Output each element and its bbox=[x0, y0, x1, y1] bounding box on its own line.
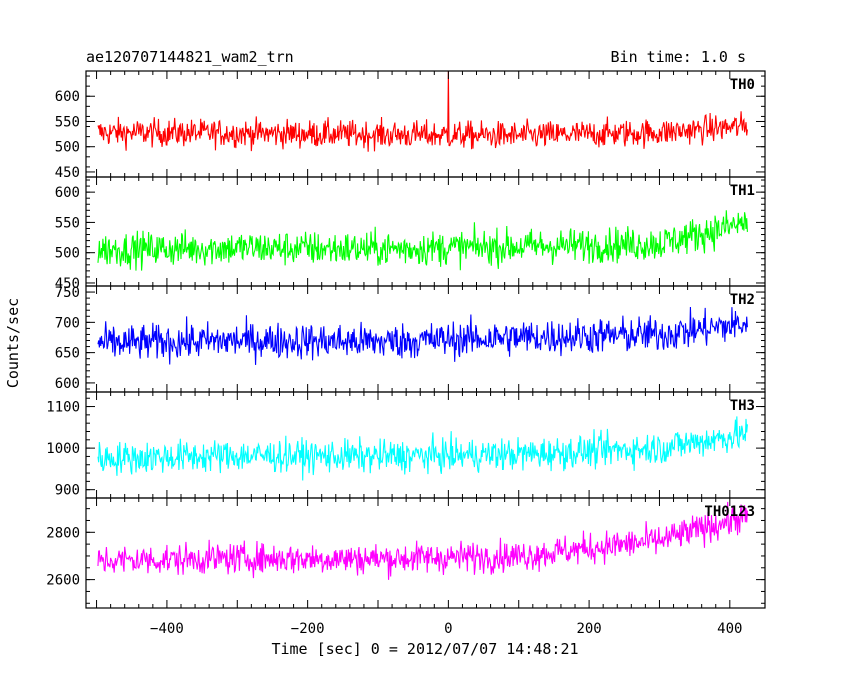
y-tick-label: 1000 bbox=[46, 441, 80, 457]
panel-frame bbox=[85, 497, 766, 609]
y-tick-label: 500 bbox=[55, 140, 80, 156]
y-tick-label: 450 bbox=[55, 165, 80, 181]
y-tick-label: 700 bbox=[55, 315, 80, 331]
panel-stack: 450 500 550 600 TH0 450 500 550 600 TH1 600 650 700 7… bbox=[46, 70, 766, 609]
y-tick-label: 1100 bbox=[46, 400, 80, 416]
panel-th2: 600 650 700 750 TH2 bbox=[55, 285, 766, 393]
panel-th0123: 2600 2800 TH0123 bbox=[46, 497, 766, 609]
y-tick-label: 650 bbox=[55, 346, 80, 362]
y-tick-label: 2600 bbox=[46, 573, 80, 589]
y-tick-label: 600 bbox=[55, 185, 80, 201]
panel-label: TH2 bbox=[730, 292, 755, 308]
series-th1-line bbox=[97, 210, 748, 271]
series-th3-line bbox=[97, 416, 748, 481]
x-tick-label: −200 bbox=[291, 621, 325, 637]
panel-th3: 900 1000 1100 TH3 bbox=[46, 391, 766, 499]
x-tick-label: 200 bbox=[576, 621, 601, 637]
chart-title: ae120707144821_wam2_trn bbox=[86, 48, 294, 66]
y-axis-label: Counts/sec bbox=[4, 298, 22, 388]
y-tick-label: 500 bbox=[55, 246, 80, 262]
y-tick-label: 600 bbox=[55, 89, 80, 105]
x-tick-label: 400 bbox=[717, 621, 742, 637]
panel-frame bbox=[85, 176, 766, 287]
y-tick-label: 600 bbox=[55, 376, 80, 392]
x-tick-label: 0 bbox=[444, 621, 452, 637]
panel-th1: 450 500 550 600 TH1 bbox=[55, 176, 766, 292]
panel-label: TH3 bbox=[730, 398, 755, 414]
y-tick-label: 550 bbox=[55, 114, 80, 130]
bin-time-label: Bin time: 1.0 s bbox=[611, 48, 746, 66]
x-axis: −400 −200 0 200 400 bbox=[150, 621, 742, 637]
panel-label: TH0123 bbox=[704, 504, 755, 520]
panel-label: TH0 bbox=[730, 77, 755, 93]
y-tick-label: 750 bbox=[55, 285, 80, 301]
series-th2-line bbox=[97, 307, 748, 365]
y-tick-label: 2800 bbox=[46, 525, 80, 541]
panel-th0: 450 500 550 600 TH0 bbox=[55, 70, 766, 181]
x-axis-label: Time [sec] 0 = 2012/07/07 14:48:21 bbox=[271, 640, 578, 658]
y-tick-label: 550 bbox=[55, 215, 80, 231]
series-th0123-line bbox=[97, 501, 748, 580]
y-tick-label: 900 bbox=[55, 483, 80, 499]
x-tick-label: −400 bbox=[150, 621, 184, 637]
series-th0-line bbox=[97, 71, 748, 152]
y-tick-label: 450 bbox=[55, 276, 80, 292]
panel-label: TH1 bbox=[730, 183, 755, 199]
